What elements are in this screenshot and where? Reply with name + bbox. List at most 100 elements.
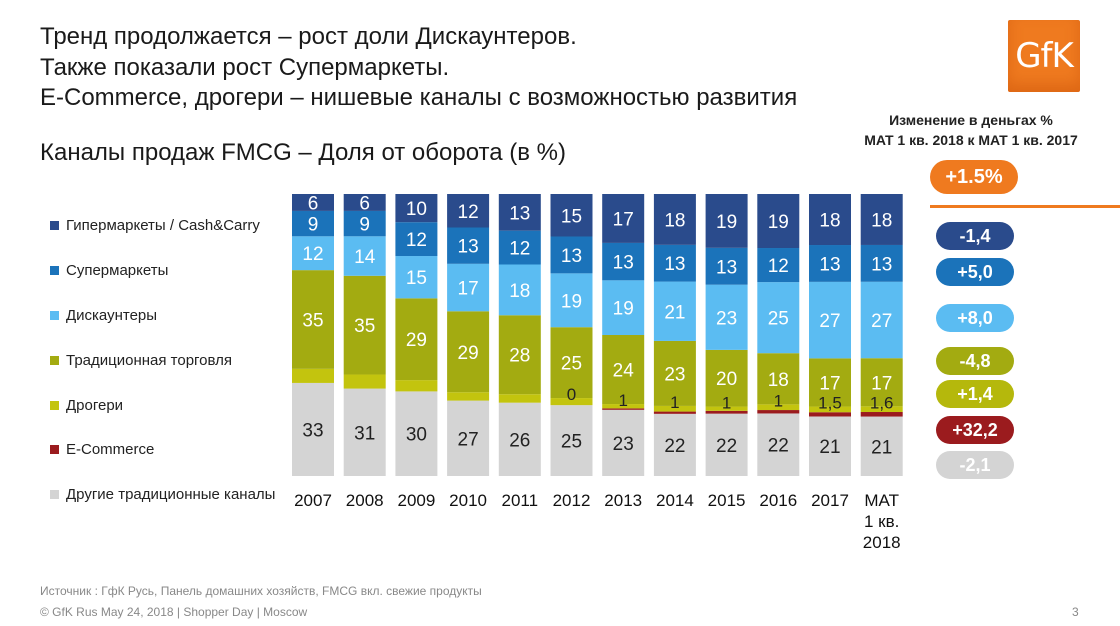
- data-label-trad: 28: [509, 346, 530, 367]
- bar-segment-hyper: [343, 194, 386, 211]
- bar-segment-other: [705, 413, 748, 476]
- data-label-other: 22: [716, 436, 737, 457]
- data-label-drog: 1: [722, 394, 731, 413]
- x-tick-label: 2017: [811, 491, 849, 510]
- bar-segment-drog: [757, 404, 800, 411]
- x-tick-label: 2018: [863, 533, 901, 552]
- change-header: Изменение в деньгах % MAT 1 кв. 2018 к M…: [830, 110, 1112, 150]
- data-label-super: 9: [359, 215, 370, 236]
- bar-segment-disc: [809, 281, 851, 359]
- legend-label: Другие традиционные каналы: [66, 486, 276, 503]
- bar-segment-super: [705, 247, 748, 285]
- bar-segment-trad: [860, 358, 903, 407]
- change-badge-trad: -4,8: [936, 347, 1014, 375]
- change-header-line-1: Изменение в деньгах %: [889, 112, 1053, 128]
- data-label-trad: 23: [664, 364, 685, 385]
- chart-title: Каналы продаж FMCG – Доля от оборота (в …: [40, 139, 567, 166]
- data-label-super: 9: [308, 215, 319, 236]
- bar-segment-hyper: [447, 194, 490, 228]
- bar-segment-ecom: [860, 412, 903, 417]
- bar-segment-drog: [395, 380, 438, 392]
- data-label-hyper: 17: [613, 209, 634, 230]
- bar-segment-drog: [498, 394, 541, 403]
- x-tick-label: 2014: [656, 491, 694, 510]
- legend-label: Традиционная торговля: [66, 352, 233, 369]
- data-label-trad: 29: [458, 343, 479, 364]
- data-label-other: 26: [509, 430, 530, 451]
- legend-label: E-Commerce: [66, 441, 155, 458]
- legend-item-other: Другие традиционные каналы: [50, 486, 275, 503]
- bar-segment-hyper: [860, 194, 903, 245]
- bar-segment-ecom: [602, 408, 645, 410]
- data-label-disc: 25: [768, 309, 789, 330]
- copyright: © GfK Rus May 24, 2018 | Shopper Day | M…: [40, 605, 308, 619]
- gfk-logo-text: GfK: [1015, 36, 1074, 76]
- data-label-disc: 17: [458, 279, 479, 300]
- bar-segment-super: [343, 210, 386, 237]
- data-label-other: 21: [819, 437, 840, 458]
- legend-swatch: [50, 311, 59, 320]
- bar-segment-hyper: [602, 194, 645, 243]
- bar-segment-trad: [757, 353, 800, 405]
- data-label-drog: 0: [567, 385, 576, 404]
- legend-swatch: [50, 266, 59, 275]
- legend-swatch: [50, 445, 59, 454]
- bar-segment-hyper: [498, 194, 541, 231]
- bar-segment-disc: [292, 236, 334, 271]
- data-label-other: 31: [354, 423, 375, 444]
- data-label-disc: 15: [406, 268, 427, 289]
- bar-segment-other: [498, 402, 541, 476]
- bar-segment-super: [602, 242, 645, 281]
- data-label-trad: 20: [716, 369, 737, 390]
- headline-line-3: E-Commerce, дрогери – нишевые каналы с в…: [40, 84, 798, 111]
- data-label-hyper: 19: [716, 212, 737, 233]
- bar-segment-super: [447, 227, 490, 264]
- bar-segment-drog: [343, 374, 386, 389]
- x-tick-label: MAT: [864, 491, 899, 510]
- data-label-super: 13: [819, 254, 840, 275]
- bar-segment-super: [809, 245, 851, 282]
- bar-segment-other: [395, 391, 438, 476]
- change-badge-hyper: -1,4: [936, 222, 1014, 250]
- bar-segment-drog: [860, 406, 903, 413]
- data-label-other: 25: [561, 432, 582, 453]
- data-label-other: 27: [458, 429, 479, 450]
- bar-segment-disc: [757, 282, 800, 354]
- bar-segment-trad: [602, 335, 645, 405]
- change-badge-disc: +8,0: [936, 304, 1014, 332]
- change-badge-drog: +1,4: [936, 380, 1014, 408]
- legend-label: Дрогери: [66, 397, 124, 414]
- x-tick-label: 2016: [759, 491, 797, 510]
- bar-segment-drog: [705, 406, 748, 411]
- data-label-hyper: 12: [458, 202, 479, 223]
- bar-segment-trad: [550, 327, 593, 399]
- headline: Тренд продолжается – рост доли Дискаунте…: [40, 22, 797, 114]
- bar-segment-trad: [447, 311, 490, 393]
- bar-segment-drog: [809, 406, 851, 413]
- bar-segment-super: [860, 244, 903, 282]
- x-tick-label: 2013: [604, 491, 642, 510]
- bar-segment-other: [860, 416, 903, 476]
- total-change-badge: +1.5%: [930, 160, 1018, 194]
- data-label-super: 12: [406, 230, 427, 251]
- data-label-drog: 1,5: [818, 394, 842, 413]
- bar-segment-super: [550, 236, 593, 274]
- bar-segment-drog: [602, 404, 645, 409]
- bar-segment-other: [757, 413, 800, 476]
- data-label-disc: 19: [561, 291, 582, 312]
- data-label-disc: 27: [871, 311, 892, 332]
- data-label-super: 13: [561, 246, 582, 267]
- bar-segment-disc: [602, 280, 645, 335]
- bar-segment-other: [653, 413, 696, 476]
- bar-segment-other: [550, 405, 593, 476]
- legend-item-drog: Дрогери: [50, 397, 123, 414]
- data-label-other: 22: [664, 436, 685, 457]
- data-label-disc: 27: [819, 311, 840, 332]
- legend-swatch: [50, 221, 59, 230]
- data-label-hyper: 18: [664, 210, 685, 231]
- bar-segment-hyper: [550, 194, 593, 237]
- legend-item-ecom: E-Commerce: [50, 441, 154, 458]
- bar-segment-ecom: [653, 411, 696, 414]
- data-label-hyper: 6: [308, 193, 319, 214]
